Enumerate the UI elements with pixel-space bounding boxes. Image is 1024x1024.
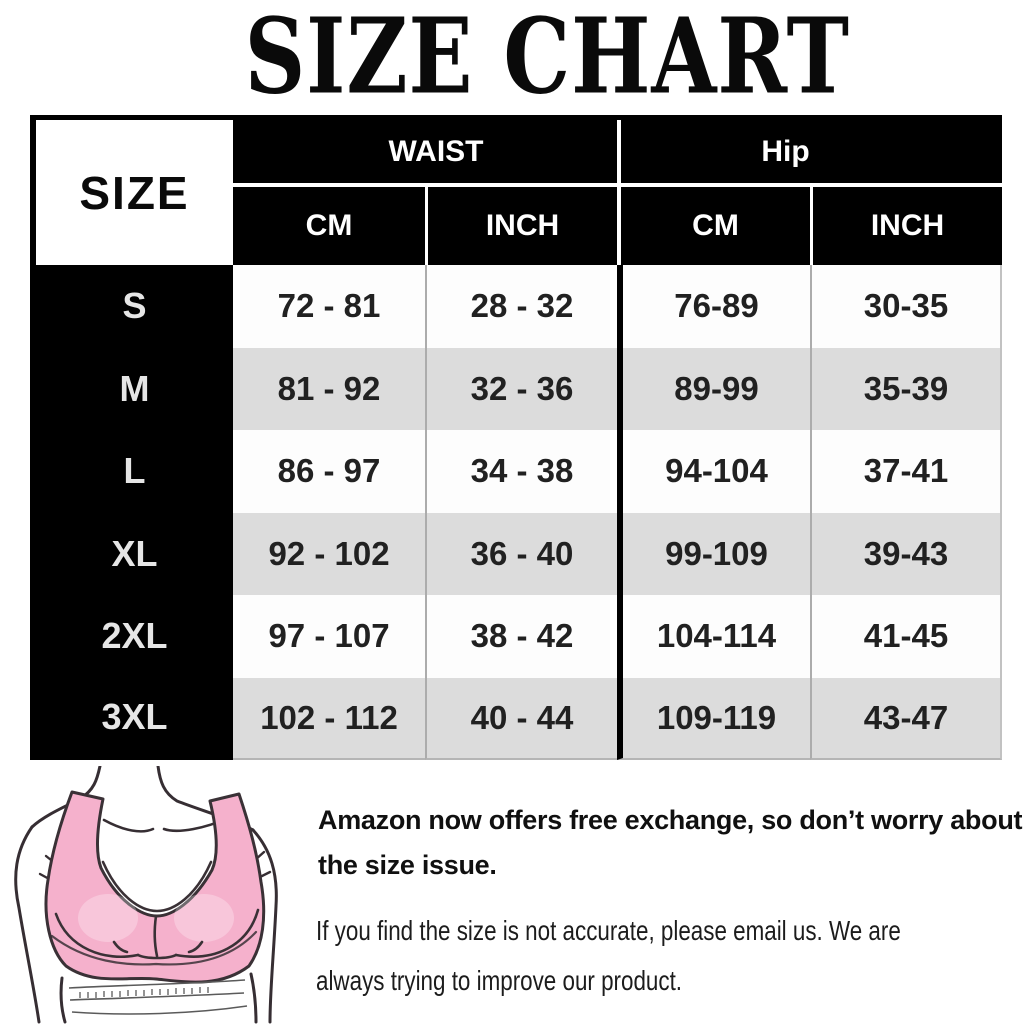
exchange-note-line2: the size issue. bbox=[318, 850, 497, 880]
waist-cm-value: 86 - 97 bbox=[233, 430, 425, 513]
waist-group-header: WAIST bbox=[233, 120, 617, 187]
hip-cm-value: 109-119 bbox=[617, 677, 810, 760]
waist-inch-value: 38 - 42 bbox=[425, 595, 617, 678]
waist-cm-value: 72 - 81 bbox=[233, 265, 425, 348]
size-label: S bbox=[36, 265, 233, 348]
waist-inch-value: 36 - 40 bbox=[425, 512, 617, 595]
waist-inch-value: 34 - 38 bbox=[425, 430, 617, 513]
size-label: L bbox=[36, 430, 233, 513]
page-title: SIZE CHART bbox=[244, 0, 850, 118]
hip-cm-value: 76-89 bbox=[617, 265, 810, 348]
size-label: XL bbox=[36, 512, 233, 595]
waist-cm-value: 92 - 102 bbox=[233, 512, 425, 595]
hip-inch-header: INCH bbox=[810, 187, 1002, 265]
accuracy-note: If you find the size is not accurate, pl… bbox=[316, 906, 901, 1006]
waist-inch-value: 28 - 32 bbox=[425, 265, 617, 348]
hip-inch-value: 39-43 bbox=[810, 512, 1002, 595]
hip-cm-value: 94-104 bbox=[617, 430, 810, 513]
waist-cm-value: 102 - 112 bbox=[233, 677, 425, 760]
size-label: 2XL bbox=[36, 595, 233, 678]
size-column-header: SIZE bbox=[36, 120, 233, 265]
hip-inch-value: 35-39 bbox=[810, 347, 1002, 430]
hip-cm-value: 99-109 bbox=[617, 512, 810, 595]
waist-inch-header: INCH bbox=[425, 187, 617, 265]
waist-cm-value: 97 - 107 bbox=[233, 595, 425, 678]
waist-cm-header: CM bbox=[233, 187, 425, 265]
size-label: 3XL bbox=[36, 677, 233, 760]
bra-shape bbox=[44, 790, 266, 984]
size-label: M bbox=[36, 347, 233, 430]
waist-inch-value: 32 - 36 bbox=[425, 347, 617, 430]
hip-cm-header: CM bbox=[617, 187, 810, 265]
hip-cm-value: 89-99 bbox=[617, 347, 810, 430]
accuracy-note-line1: If you find the size is not accurate, pl… bbox=[316, 915, 901, 946]
size-table: SIZE WAIST Hip CM INCH CM INCH S 72 - 81… bbox=[30, 115, 1002, 760]
exchange-note: Amazon now offers free exchange, so don’… bbox=[318, 798, 1023, 888]
accuracy-note-line2: always trying to improve our product. bbox=[316, 965, 683, 996]
exchange-note-line1: Amazon now offers free exchange, so don’… bbox=[318, 805, 1023, 835]
hip-group-header: Hip bbox=[617, 120, 1002, 187]
bra-illustration bbox=[14, 766, 278, 1024]
hip-inch-value: 41-45 bbox=[810, 595, 1002, 678]
hip-inch-value: 30-35 bbox=[810, 265, 1002, 348]
hip-inch-value: 37-41 bbox=[810, 430, 1002, 513]
waist-cm-value: 81 - 92 bbox=[233, 347, 425, 430]
hip-cm-value: 104-114 bbox=[617, 595, 810, 678]
waist-inch-value: 40 - 44 bbox=[425, 677, 617, 760]
hip-inch-value: 43-47 bbox=[810, 677, 1002, 760]
